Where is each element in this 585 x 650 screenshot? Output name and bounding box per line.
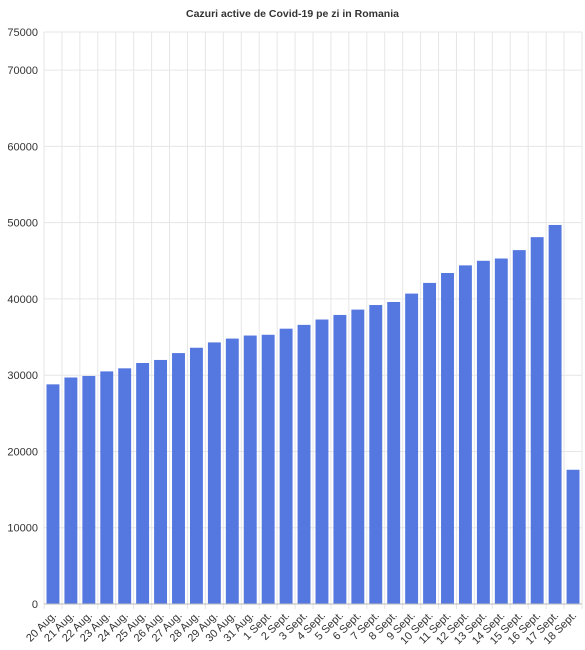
y-tick-label: 60000 [7,141,38,153]
bar[interactable] [566,469,580,604]
bar[interactable] [136,362,150,604]
bar[interactable] [423,282,437,604]
y-tick-label: 70000 [7,65,38,77]
bar[interactable] [458,265,472,604]
chart-title: Cazuri active de Covid-19 pe zi in Roman… [186,8,399,20]
bar[interactable] [405,293,419,604]
bar[interactable] [530,237,544,604]
y-tick-label: 75000 [7,27,38,39]
bar[interactable] [261,334,275,604]
y-tick-label: 50000 [7,218,38,230]
bar[interactable] [118,368,132,604]
bar[interactable] [476,260,490,604]
bar[interactable] [512,250,526,604]
bar[interactable] [351,309,365,604]
y-tick-label: 30000 [7,370,38,382]
bar[interactable] [154,359,168,604]
bar[interactable] [333,314,347,604]
bar[interactable] [225,338,239,604]
bar[interactable] [297,324,311,604]
bar[interactable] [279,328,293,604]
y-axis-ticks: 0 10000 20000 30000 40000 50000 60000 70000 7500… [7,27,38,611]
bar[interactable] [369,305,383,604]
y-tick-label: 0 [32,599,38,611]
bar[interactable] [82,375,96,604]
bar[interactable] [441,273,454,604]
bar[interactable] [387,301,401,604]
bar[interactable] [100,371,114,604]
bar[interactable] [548,224,562,605]
y-tick-label: 10000 [7,523,38,535]
x-axis-ticks: 20 Aug.21 Aug.22 Aug.23 Aug.24 Aug.25 Au… [24,610,579,647]
y-tick-label: 20000 [7,446,38,458]
bar[interactable] [494,258,508,604]
y-tick-label: 40000 [7,294,38,306]
bar[interactable] [46,384,60,604]
bar[interactable] [207,342,221,604]
bar[interactable] [172,353,185,604]
bars [46,224,580,605]
bar[interactable] [315,319,329,604]
bar[interactable] [243,335,257,604]
bar[interactable] [189,347,203,604]
gridlines [43,31,583,609]
bar[interactable] [64,377,78,604]
